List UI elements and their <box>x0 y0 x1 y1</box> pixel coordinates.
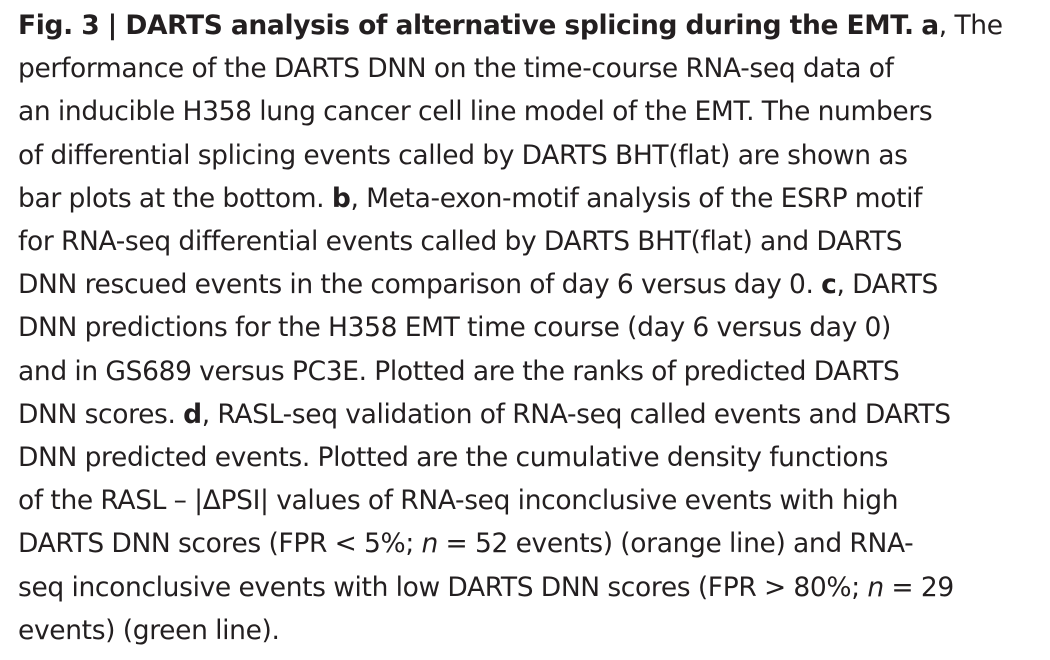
caption-line-10: DNN scores. d, RASL-seq validation of RN… <box>18 393 1038 436</box>
caption-line-9: and in GS689 versus PC3E. Plotted are th… <box>18 355 900 387</box>
caption-line-11: DNN predicted events. Plotted are the cu… <box>18 442 889 474</box>
caption-text: seq inconclusive events with low DARTS D… <box>18 571 868 603</box>
panel-label-a: a <box>921 10 939 41</box>
caption-text: , Meta-exon-motif analysis of the ESRP m… <box>350 182 923 214</box>
caption-line-14: seq inconclusive events with low DARTS D… <box>18 566 1038 609</box>
caption-text: bar plots at the bottom. <box>18 182 332 214</box>
figure-caption: Fig. 3 | DARTS analysis of alternative s… <box>18 4 1038 652</box>
caption-text: = 52 events) (orange line) and RNA- <box>437 528 914 560</box>
caption-text: , The <box>938 10 1003 41</box>
caption-line-5: bar plots at the bottom. b, Meta-exon-mo… <box>18 177 1038 220</box>
caption-line-6: for RNA-seq differential events called b… <box>18 226 903 258</box>
caption-line-2: performance of the DARTS DNN on the time… <box>18 53 894 85</box>
n-symbol: n <box>421 528 439 560</box>
caption-text: DNN scores. <box>18 398 184 430</box>
caption-line-13: DARTS DNN scores (FPR < 5%; n = 52 event… <box>18 522 1038 565</box>
caption-line-1: Fig. 3 | DARTS analysis of alternative s… <box>18 4 1038 47</box>
caption-text: DNN rescued events in the comparison of … <box>18 269 822 301</box>
figure-label: Fig. 3 | DARTS analysis of alternative s… <box>18 10 914 41</box>
caption-line-4: of differential splicing events called b… <box>18 139 908 171</box>
panel-label-c: c <box>821 269 837 301</box>
caption-line-12: of the RASL – |ΔPSI| values of RNA-seq i… <box>18 485 899 517</box>
caption-text: = 29 <box>883 571 954 603</box>
caption-line-8: DNN predictions for the H358 EMT time co… <box>18 312 892 344</box>
caption-text: , DARTS <box>836 269 939 301</box>
caption-line-15: events) (green line). <box>18 614 280 646</box>
caption-text: DARTS DNN scores (FPR < 5%; <box>18 528 422 560</box>
caption-line-3: an inducible H358 lung cancer cell line … <box>18 96 933 128</box>
panel-label-d: d <box>183 398 202 430</box>
panel-label-b: b <box>331 182 351 214</box>
caption-text: , RASL-seq validation of RNA-seq called … <box>201 398 951 430</box>
n-symbol: n <box>867 571 884 603</box>
caption-line-7: DNN rescued events in the comparison of … <box>18 263 1038 306</box>
